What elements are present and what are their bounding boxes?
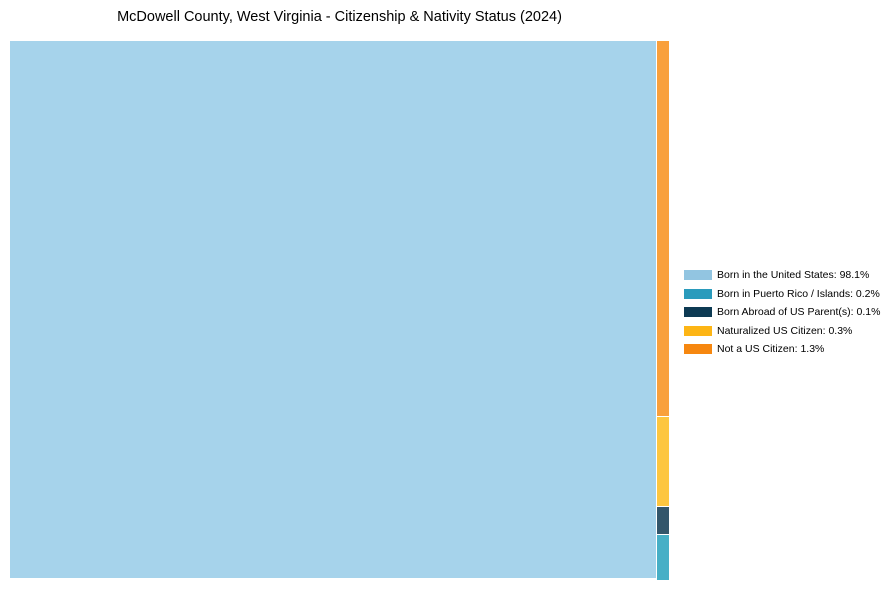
legend: Born in the United States: 98.1% Born in… (684, 266, 880, 359)
chart-title: McDowell County, West Virginia - Citizen… (117, 9, 562, 25)
legend-swatch-not-us-citizen (684, 344, 712, 355)
legend-label-not-us-citizen: Not a US Citizen: 1.3% (717, 343, 825, 356)
treemap-tile-born-puerto-rico[interactable] (657, 534, 669, 580)
legend-label-born-puerto-rico: Born in Puerto Rico / Islands: 0.2% (717, 287, 880, 300)
legend-swatch-naturalized-citizen (684, 325, 712, 336)
legend-swatch-born-in-us (684, 270, 712, 281)
legend-item-naturalized-citizen[interactable]: Naturalized US Citizen: 0.3% (684, 322, 880, 341)
legend-swatch-born-puerto-rico (684, 288, 712, 299)
treemap-tile-naturalized-citizen[interactable] (657, 417, 669, 506)
legend-label-born-abroad-us-parents: Born Abroad of US Parent(s): 0.1% (717, 306, 881, 319)
treemap-tile-born-in-us[interactable] (10, 41, 656, 578)
treemap-tile-born-abroad-us-parents[interactable] (657, 507, 669, 534)
legend-item-born-puerto-rico[interactable]: Born in Puerto Rico / Islands: 0.2% (684, 285, 880, 304)
legend-label-born-in-us: Born in the United States: 98.1% (717, 269, 870, 282)
legend-item-not-us-citizen[interactable]: Not a US Citizen: 1.3% (684, 340, 880, 359)
legend-label-naturalized-citizen: Naturalized US Citizen: 0.3% (717, 324, 853, 337)
treemap-tile-not-us-citizen[interactable] (657, 41, 669, 416)
legend-item-born-abroad-us-parents[interactable]: Born Abroad of US Parent(s): 0.1% (684, 303, 880, 322)
legend-item-born-in-us[interactable]: Born in the United States: 98.1% (684, 266, 880, 285)
legend-swatch-born-abroad-us-parents (684, 307, 712, 318)
